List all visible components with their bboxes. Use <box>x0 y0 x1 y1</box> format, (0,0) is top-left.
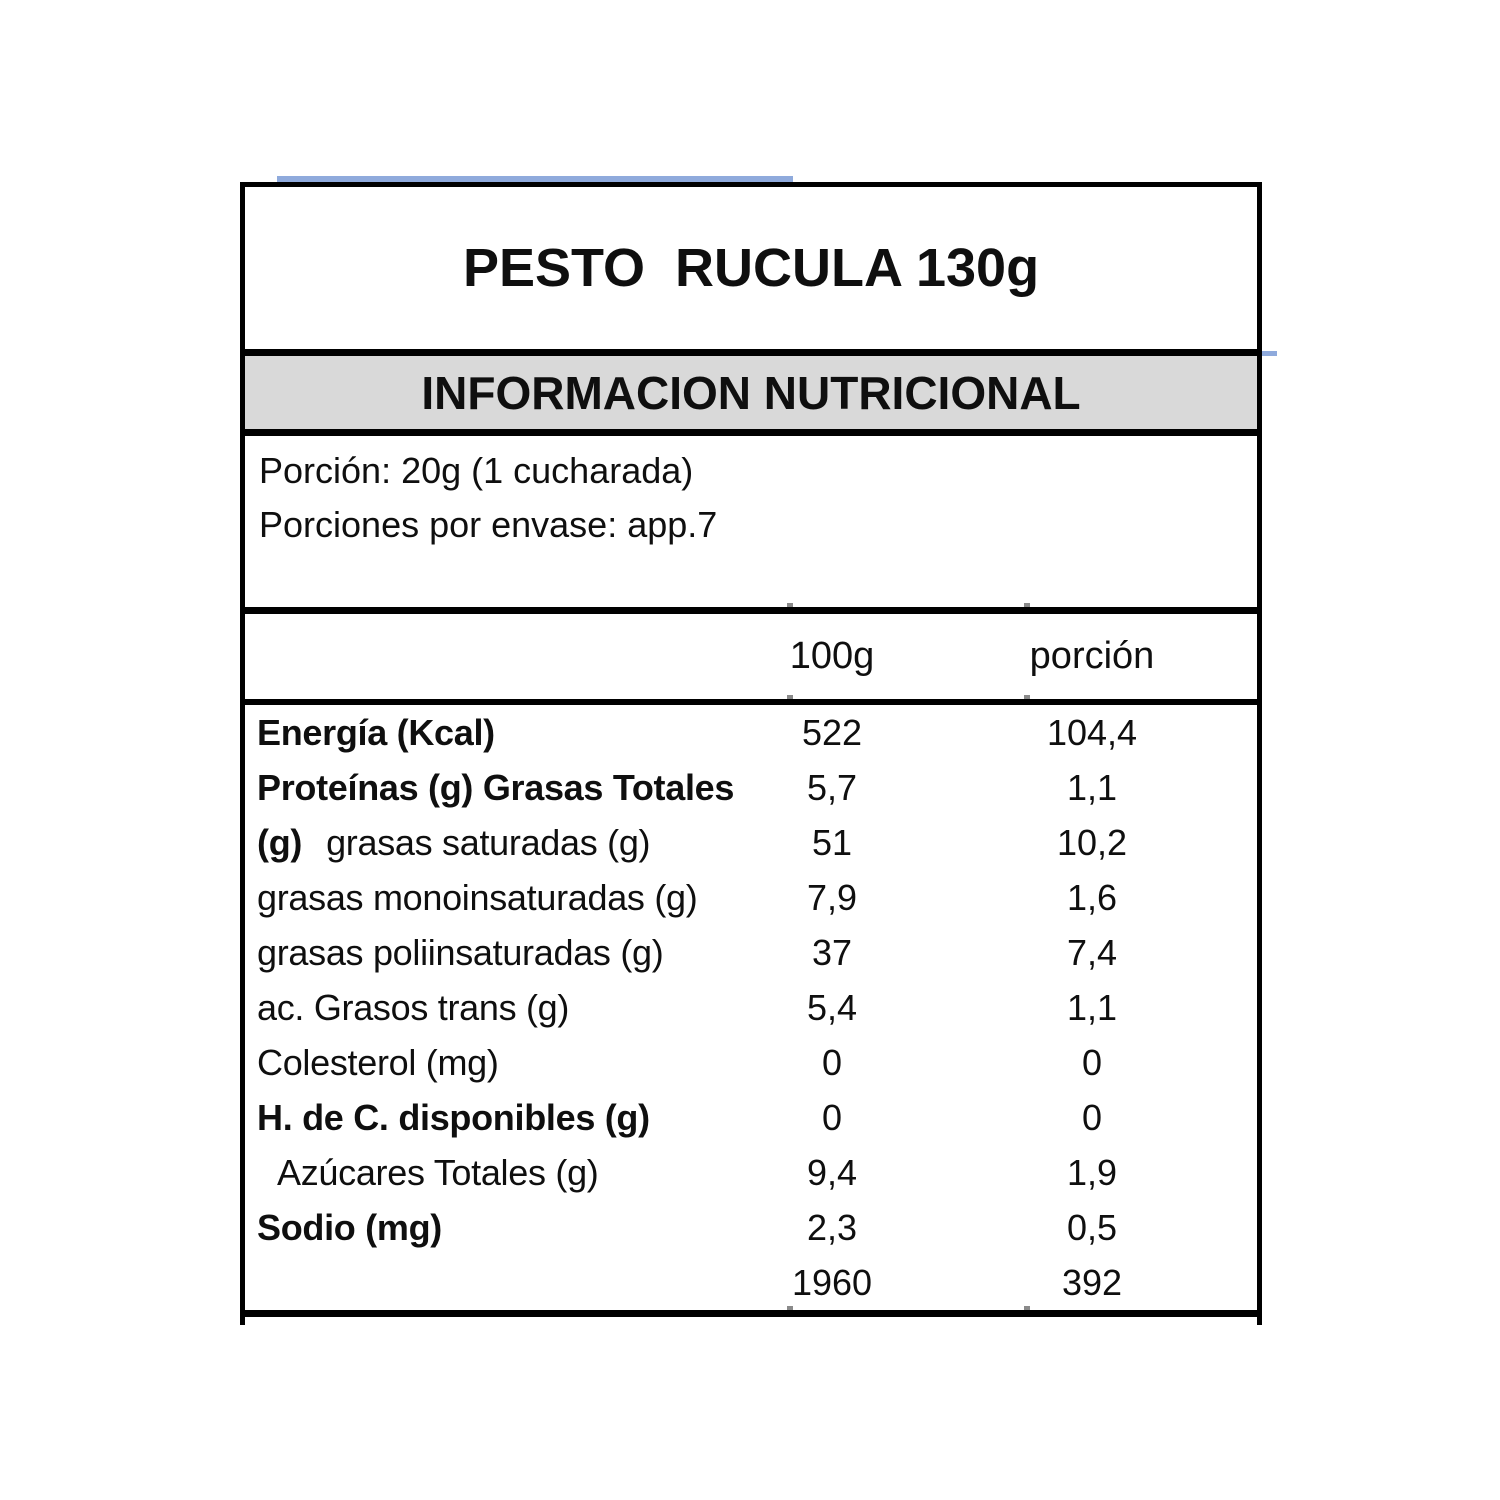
border-stub <box>245 1317 1257 1325</box>
nutrient-label-text: grasas saturadas (g) <box>326 821 651 863</box>
column-header-portion: porción <box>1029 635 1155 677</box>
nutrient-row: Proteínas (g) Grasas Totales 5,7 1,1 <box>245 760 1257 815</box>
value-portion: 1,1 <box>1066 986 1118 1028</box>
value-portion: 0,5 <box>1066 1206 1118 1248</box>
nutrient-label-text: Colesterol (mg) <box>257 1041 499 1083</box>
nutrient-label: grasas poliinsaturadas (g) <box>245 932 710 974</box>
value-portion: 104,4 <box>1046 711 1138 753</box>
top-accent-line <box>277 176 793 184</box>
grid-tick <box>787 603 793 607</box>
value-100g: 37 <box>811 931 853 973</box>
nutrient-label-text: grasas monoinsaturadas (g) <box>257 876 698 918</box>
nutrient-label-text: Energía (Kcal) <box>257 711 495 753</box>
value-portion: 1,9 <box>1066 1151 1118 1193</box>
value-100g: 9,4 <box>806 1151 858 1193</box>
nutrient-label: grasas monoinsaturadas (g) <box>245 877 710 919</box>
value-portion: 1,6 <box>1066 876 1118 918</box>
value-100g: 51 <box>811 821 853 863</box>
nutrient-row: 1960 392 <box>245 1255 1257 1310</box>
value-100g: 2,3 <box>806 1206 858 1248</box>
value-portion: 1,1 <box>1066 766 1118 808</box>
value-portion: 0 <box>1081 1096 1103 1138</box>
grid-tick <box>787 1306 793 1310</box>
nutrient-label: Azúcares Totales (g) <box>245 1152 710 1194</box>
value-100g: 522 <box>801 711 863 753</box>
product-title: PESTO RUCULA 130g <box>462 238 1040 298</box>
nutrient-label-prefix: (g) <box>257 821 303 863</box>
separator-rule <box>245 429 1257 436</box>
right-accent-mark <box>1262 351 1277 356</box>
nutrient-label: Energía (Kcal) <box>245 712 710 754</box>
nutrient-label: Colesterol (mg) <box>245 1042 710 1084</box>
nutrient-row: Sodio (mg) 2,3 0,5 <box>245 1200 1257 1255</box>
nutrient-label: Sodio (mg) <box>245 1207 710 1249</box>
section-header: INFORMACION NUTRICIONAL <box>421 366 1081 419</box>
value-portion: 0 <box>1081 1041 1103 1083</box>
nutrient-row: ac. Grasos trans (g) 5,4 1,1 <box>245 980 1257 1035</box>
nutrient-label-text: grasas poliinsaturadas (g) <box>257 931 664 973</box>
bottom-rule <box>245 1306 1257 1317</box>
nutrient-label: (g) grasas saturadas (g) <box>245 822 710 864</box>
nutrient-label: ac. Grasos trans (g) <box>245 987 710 1029</box>
nutrient-row: Energía (Kcal) 522 104,4 <box>245 705 1257 760</box>
nutrient-row: grasas poliinsaturadas (g) 37 7,4 <box>245 925 1257 980</box>
separator-rule <box>245 349 1257 356</box>
value-portion: 10,2 <box>1056 821 1128 863</box>
nutrient-row: (g) grasas saturadas (g) 51 10,2 <box>245 815 1257 870</box>
value-100g: 5,4 <box>806 986 858 1028</box>
nutrient-label-text: Azúcares Totales (g) <box>277 1151 599 1193</box>
value-100g: 1960 <box>791 1261 873 1303</box>
nutrient-row: Azúcares Totales (g) 9,4 1,9 <box>245 1145 1257 1200</box>
nutrient-row: H. de C. disponibles (g) 0 0 <box>245 1090 1257 1145</box>
section-header-band: INFORMACION NUTRICIONAL <box>245 356 1257 429</box>
value-100g: 5,7 <box>806 766 858 808</box>
servings-per-container-line: Porciones por envase: app.7 <box>259 504 718 545</box>
nutrient-label: H. de C. disponibles (g) <box>245 1097 710 1139</box>
nutrition-label-table: PESTO RUCULA 130g INFORMACION NUTRICIONA… <box>240 182 1262 1325</box>
grid-tick <box>1024 603 1030 607</box>
value-portion: 392 <box>1061 1261 1123 1303</box>
serving-info-block: Porción: 20g (1 cucharada) Porciones por… <box>245 436 1257 607</box>
product-title-row: PESTO RUCULA 130g <box>245 187 1257 349</box>
serving-size-line: Porción: 20g (1 cucharada) <box>259 450 694 491</box>
nutrient-label-text: Sodio (mg) <box>257 1206 442 1248</box>
grid-tick <box>787 695 793 699</box>
nutrient-row: Colesterol (mg) 0 0 <box>245 1035 1257 1090</box>
grid-tick <box>1024 695 1030 699</box>
grid-tick <box>1024 1306 1030 1310</box>
value-100g: 0 <box>821 1041 843 1083</box>
value-portion: 7,4 <box>1066 931 1118 973</box>
nutrient-label: Proteínas (g) Grasas Totales <box>245 767 734 809</box>
column-header-100g: 100g <box>789 635 875 677</box>
nutrient-label-text: ac. Grasos trans (g) <box>257 986 570 1028</box>
nutrient-label-text: H. de C. disponibles (g) <box>257 1096 650 1138</box>
separator-rule <box>245 695 1257 705</box>
nutrient-label-text: Proteínas (g) Grasas Totales <box>257 766 735 808</box>
column-header-row: 100g porción <box>245 614 1257 699</box>
nutrient-row: grasas monoinsaturadas (g) 7,9 1,6 <box>245 870 1257 925</box>
separator-rule <box>245 603 1257 614</box>
value-100g: 0 <box>821 1096 843 1138</box>
value-100g: 7,9 <box>806 876 858 918</box>
nutrient-rows: Energía (Kcal) 522 104,4 Proteínas (g) G… <box>245 705 1257 1310</box>
